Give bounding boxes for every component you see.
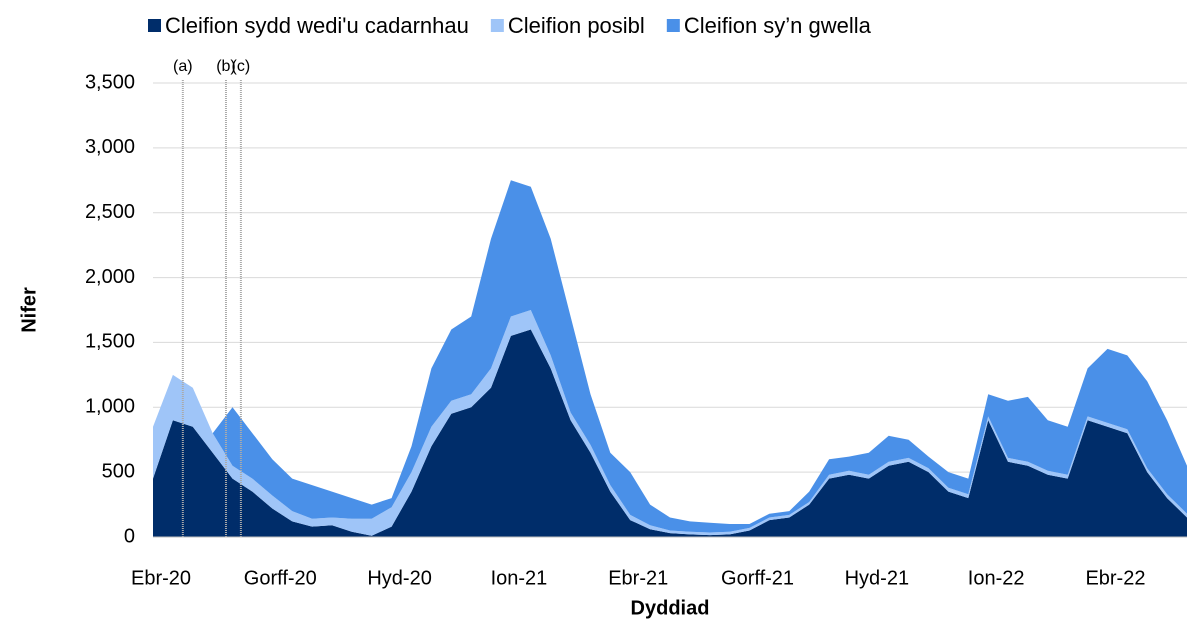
x-tick-label: Hyd-21 [845, 567, 909, 589]
y-tick-label: 2,000 [85, 266, 135, 288]
y-tick-label: 0 [124, 525, 135, 547]
x-tick-label: Ebr-20 [131, 567, 191, 589]
x-tick-label: Hyd-20 [367, 567, 431, 589]
y-tick-label: 3,000 [85, 136, 135, 158]
legend-swatch [666, 19, 680, 32]
legend-swatch [490, 19, 504, 32]
area [153, 329, 1187, 537]
y-tick-label: 3,500 [85, 71, 135, 93]
annotation-label: (b) [216, 58, 236, 75]
legend-label: Cleifion sydd wedi'u cadarnhau [165, 13, 469, 38]
legend-swatch [148, 19, 161, 32]
x-tick-label: Gorff-20 [244, 567, 317, 589]
x-tick-label: Gorff-21 [721, 567, 794, 589]
x-tick-label: Ion-22 [968, 567, 1025, 589]
annotation-label: (a) [173, 58, 193, 75]
x-tick-label: Ion-21 [491, 567, 548, 589]
y-tick-label: 500 [102, 460, 135, 482]
annotation-label: (c) [232, 58, 251, 75]
area [153, 310, 1187, 536]
x-tick-label: Ebr-21 [608, 567, 668, 589]
legend-label: Cleifion sy’n gwella [684, 13, 872, 38]
legend-label: Cleifion posibl [508, 13, 645, 38]
y-tick-label: 1,000 [85, 396, 135, 418]
y-axis-label: Nifer [18, 287, 40, 333]
x-axis-label: Dyddiad [631, 597, 710, 619]
y-tick-label: 1,500 [85, 331, 135, 353]
y-tick-label: 2,500 [85, 201, 135, 223]
x-tick-label: Ebr-22 [1085, 567, 1145, 589]
